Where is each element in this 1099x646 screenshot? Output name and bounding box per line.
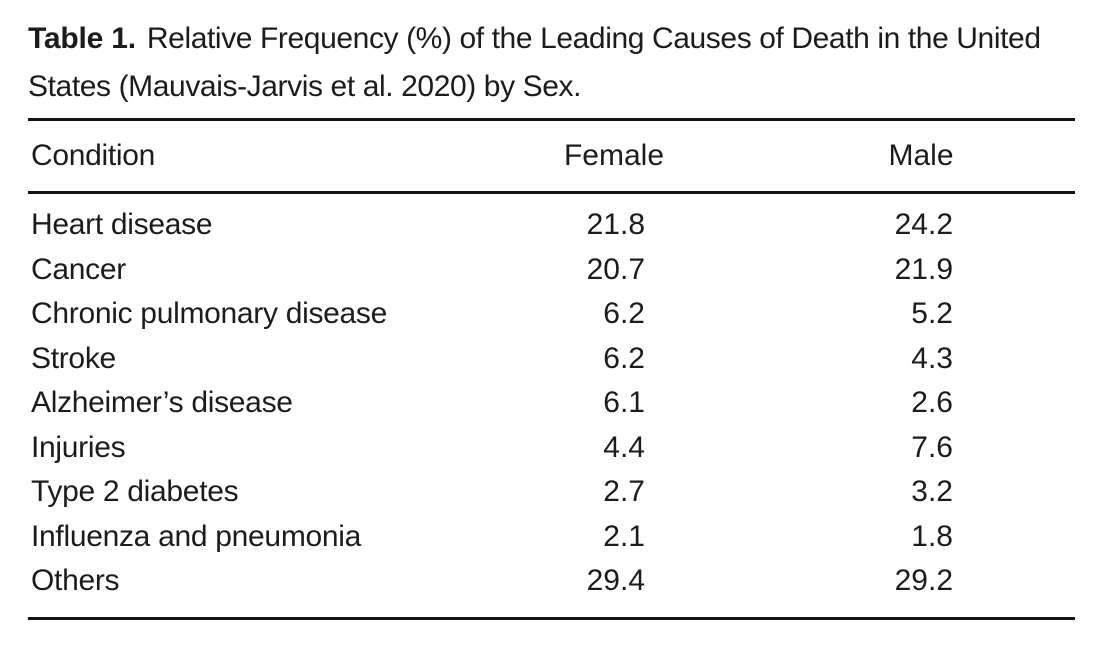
table-row: Heart disease 21.8 24.2 xyxy=(28,203,1075,248)
table-row: Influenza and pneumonia 2.1 1.8 xyxy=(28,515,1075,560)
table-row: Alzheimer’s disease 6.1 2.6 xyxy=(28,381,1075,426)
cell-condition: Heart disease xyxy=(31,208,213,242)
cell-female-value: 4.4 xyxy=(603,430,645,464)
cell-female-value: 21.8 xyxy=(586,208,645,242)
column-header-male: Male xyxy=(888,139,954,172)
cell-male-value: 4.3 xyxy=(911,341,953,375)
cell-condition: Cancer xyxy=(31,252,126,286)
cell-condition: Chronic pulmonary disease xyxy=(31,297,388,331)
table-row: Chronic pulmonary disease 6.2 5.2 xyxy=(28,292,1075,337)
cell-male-value: 5.2 xyxy=(911,297,953,331)
table-caption-label: Table 1. xyxy=(28,22,136,55)
table-row: Others 29.4 29.2 xyxy=(28,559,1075,604)
table-body: Heart disease 21.8 24.2 Cancer 20.7 21.9… xyxy=(28,194,1075,617)
cell-female-value: 6.1 xyxy=(603,386,645,420)
cell-female-value: 6.2 xyxy=(603,297,645,331)
cell-female-value: 6.2 xyxy=(603,341,645,375)
cell-female-value: 20.7 xyxy=(586,252,645,286)
cell-male-value: 1.8 xyxy=(911,519,953,553)
table-header-row: Condition Female Male xyxy=(28,118,1075,194)
cell-condition: Type 2 diabetes xyxy=(31,475,239,509)
table-caption: Table 1. Relative Frequency (%) of the Le… xyxy=(28,0,1075,111)
table-row: Injuries 4.4 7.6 xyxy=(28,426,1075,471)
cell-condition: Injuries xyxy=(31,430,126,464)
cell-male-value: 3.2 xyxy=(911,475,953,509)
cell-female-value: 2.1 xyxy=(603,519,645,553)
cell-male-value: 2.6 xyxy=(911,386,953,420)
data-table: Condition Female Male Heart disease 21.8… xyxy=(28,118,1075,620)
cell-condition: Alzheimer’s disease xyxy=(31,386,293,420)
table-content-area: Table 1. Relative Frequency (%) of the Le… xyxy=(28,0,1075,620)
cell-condition: Stroke xyxy=(31,341,116,375)
cell-female-value: 29.4 xyxy=(586,564,645,598)
table-row: Cancer 20.7 21.9 xyxy=(28,248,1075,293)
cell-male-value: 7.6 xyxy=(911,430,953,464)
cell-male-value: 21.9 xyxy=(894,252,953,286)
table-caption-text: Relative Frequency (%) of the Leading Ca… xyxy=(28,22,1041,103)
cell-male-value: 29.2 xyxy=(894,564,953,598)
table-row: Stroke 6.2 4.3 xyxy=(28,337,1075,382)
table-row: Type 2 diabetes 2.7 3.2 xyxy=(28,470,1075,515)
cell-male-value: 24.2 xyxy=(894,208,953,242)
column-header-female: Female xyxy=(563,139,665,172)
cell-condition: Others xyxy=(31,564,120,598)
column-header-condition: Condition xyxy=(31,139,156,172)
cell-condition: Influenza and pneumonia xyxy=(31,519,362,553)
cell-female-value: 2.7 xyxy=(603,475,645,509)
